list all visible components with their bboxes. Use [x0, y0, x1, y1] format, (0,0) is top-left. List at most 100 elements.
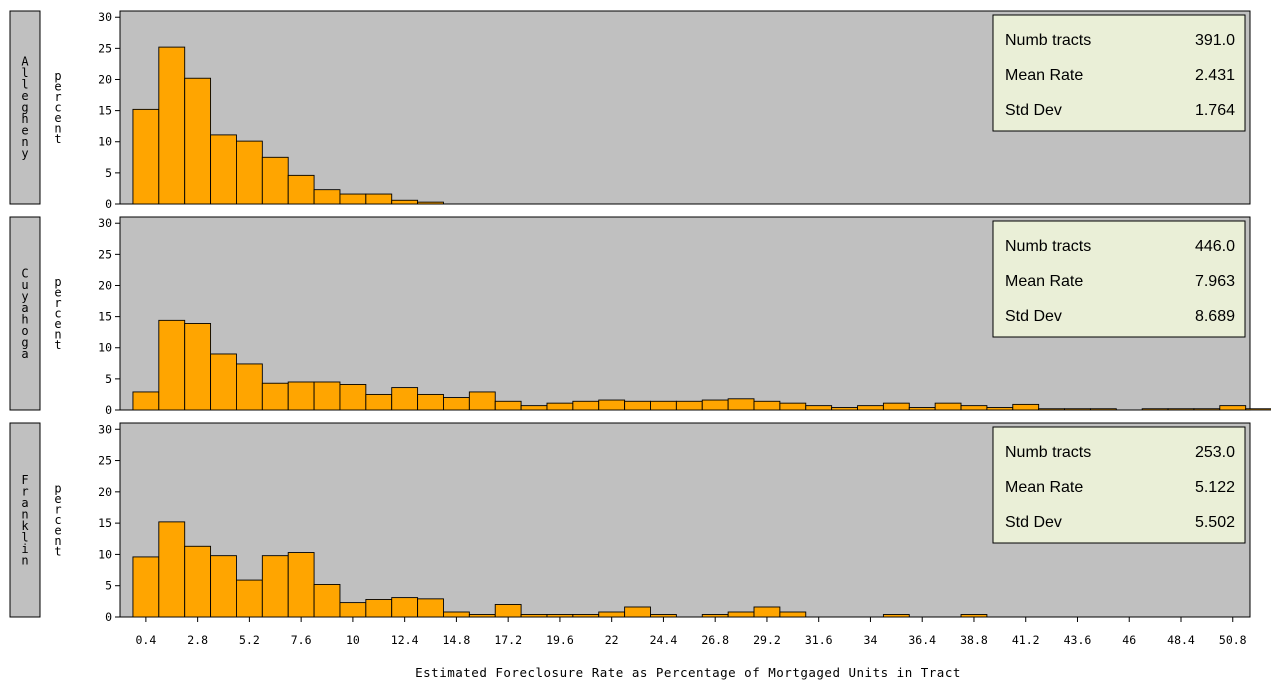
- y-tick-label: 10: [98, 547, 112, 561]
- histogram-bar: [572, 614, 600, 618]
- histogram-bar: [468, 391, 496, 411]
- histogram-bar: [1219, 405, 1247, 411]
- x-tick-label: 14.8: [443, 633, 471, 647]
- stats-label: Std Dev: [1005, 102, 1062, 119]
- y-tick-label: 0: [105, 197, 112, 211]
- histogram-bar: [339, 384, 367, 411]
- histogram-bar: [287, 552, 315, 618]
- histogram-bar: [572, 400, 600, 411]
- histogram-bar: [960, 614, 988, 618]
- x-tick-label: 29.2: [753, 633, 781, 647]
- histogram-bar: [727, 611, 755, 618]
- x-tick-label: 50.8: [1219, 633, 1247, 647]
- y-tick-label: 20: [98, 485, 112, 499]
- histogram-bar: [1167, 408, 1195, 411]
- stats-label: Std Dev: [1005, 514, 1062, 531]
- histogram-bar: [132, 108, 160, 205]
- histogram-bar: [1064, 408, 1091, 411]
- stats-label: Mean Rate: [1005, 479, 1083, 496]
- histogram-bar: [236, 140, 263, 205]
- x-tick-label: 31.6: [805, 633, 833, 647]
- x-tick-label: 17.2: [494, 633, 522, 647]
- histogram-bar: [391, 387, 419, 411]
- y-tick-label: 30: [98, 422, 112, 436]
- histogram-bar: [701, 399, 729, 411]
- histogram-bar: [132, 556, 160, 618]
- histogram-bar: [624, 606, 651, 618]
- histogram-bar: [598, 611, 626, 618]
- histogram-bar: [417, 393, 444, 411]
- histogram-bar: [857, 405, 884, 411]
- histogram-bar: [1141, 408, 1169, 411]
- histogram-bar: [779, 611, 807, 618]
- y-tick-label: 10: [98, 341, 112, 355]
- histogram-bar: [261, 555, 289, 618]
- histogram-bar: [261, 382, 289, 411]
- stats-value: 5.502: [1195, 514, 1235, 531]
- y-tick-label: 20: [98, 278, 112, 292]
- histogram-bar: [236, 579, 263, 618]
- x-tick-label: 22: [605, 633, 619, 647]
- stats-label: Numb tracts: [1005, 32, 1091, 49]
- x-tick-label: 2.8: [187, 633, 208, 647]
- histogram-bar: [546, 614, 574, 618]
- y-tick-label: 15: [98, 310, 112, 324]
- histogram-bar: [158, 46, 186, 205]
- histogram-bar: [365, 193, 393, 205]
- histogram-bar: [598, 399, 626, 411]
- histogram-bar: [650, 400, 677, 411]
- histogram-bar: [520, 405, 548, 411]
- histogram-bar: [184, 77, 212, 205]
- histogram-bar: [365, 393, 393, 411]
- x-tick-label: 7.6: [291, 633, 312, 647]
- y-tick-label: 0: [105, 610, 112, 624]
- histogram-bar: [210, 353, 237, 411]
- x-tick-label: 41.2: [1012, 633, 1040, 647]
- histogram-bar: [753, 606, 781, 618]
- histogram-bar: [287, 381, 315, 411]
- histogram-bar: [313, 381, 341, 411]
- y-tick-label: 25: [98, 247, 112, 261]
- x-tick-label: 46: [1122, 633, 1136, 647]
- histogram-bar: [261, 156, 289, 205]
- histogram-bar: [391, 597, 419, 618]
- histogram-bar: [1089, 408, 1117, 411]
- histogram-bar: [443, 611, 470, 618]
- histogram-bar: [339, 193, 367, 205]
- histogram-bar: [417, 201, 444, 205]
- y-tick-label: 5: [105, 166, 112, 180]
- histogram-bar: [831, 407, 858, 411]
- group-strip: [9, 422, 41, 618]
- stats-value: 8.689: [1195, 308, 1235, 325]
- histogram-bar: [365, 599, 393, 618]
- histogram-bar: [158, 521, 186, 618]
- histogram-bar: [675, 400, 703, 411]
- y-tick-label: 0: [105, 403, 112, 417]
- stats-label: Mean Rate: [1005, 67, 1083, 84]
- x-tick-label: 36.4: [908, 633, 936, 647]
- stats-value: 2.431: [1195, 67, 1235, 84]
- histogram-bar: [753, 400, 781, 411]
- histogram-bar: [960, 405, 988, 411]
- histogram-bar: [210, 555, 237, 618]
- stats-value: 7.963: [1195, 273, 1235, 290]
- histogram-bar: [1245, 408, 1271, 411]
- histogram-bar: [339, 602, 367, 618]
- histogram-bar: [313, 584, 341, 618]
- histogram-bar: [908, 407, 936, 411]
- y-tick-label: 30: [98, 10, 112, 24]
- histogram-bar: [779, 402, 807, 411]
- histogram-bar: [727, 398, 755, 411]
- histogram-bar: [391, 199, 419, 205]
- y-tick-label: 25: [98, 454, 112, 468]
